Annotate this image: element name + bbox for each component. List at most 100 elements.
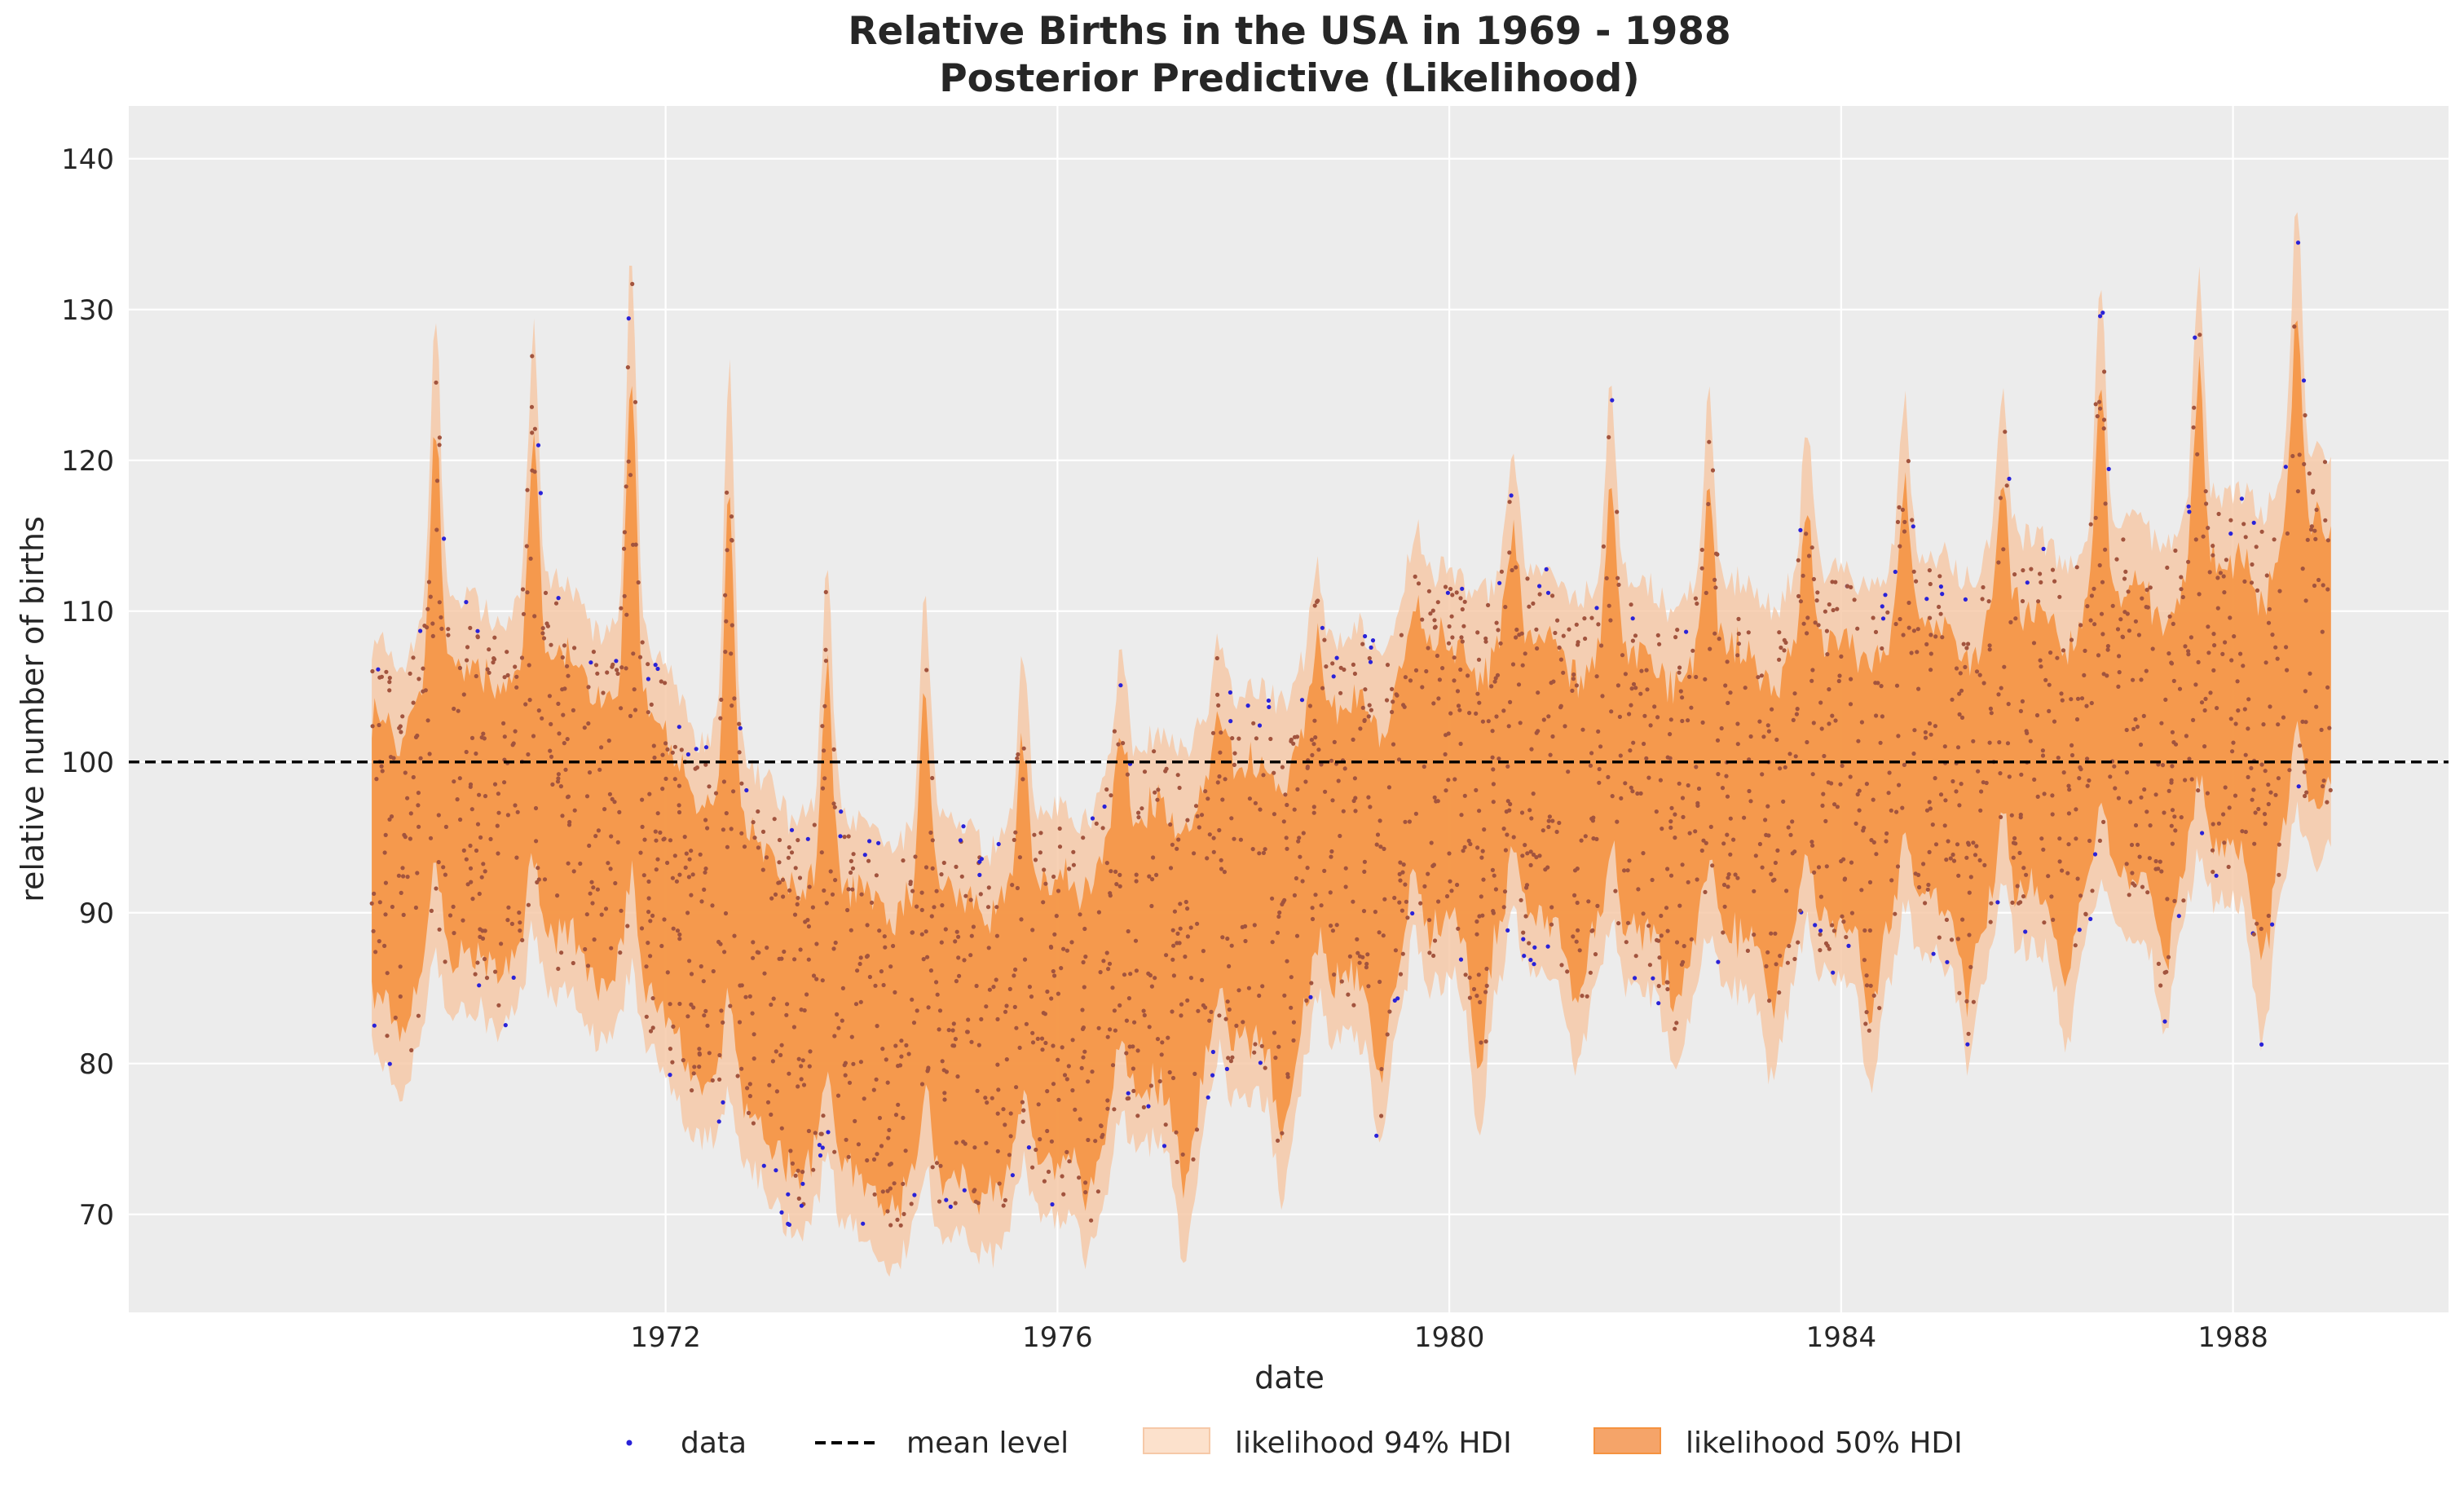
data-point (1360, 705, 1365, 710)
data-point (1677, 670, 1682, 675)
data-point (1308, 994, 1313, 999)
data-point (1811, 721, 1816, 725)
data-point (437, 927, 442, 932)
data-point (911, 1021, 917, 1025)
data-point (1816, 623, 1821, 628)
data-point (1912, 728, 1917, 733)
data-point (475, 634, 480, 639)
data-point (1818, 932, 1823, 937)
data-point (376, 667, 381, 672)
data-point (671, 926, 676, 931)
data-point (865, 923, 870, 928)
data-point (1062, 1073, 1068, 1078)
data-point (1574, 622, 1579, 627)
data-point (1020, 1100, 1025, 1105)
data-point (1721, 841, 1726, 846)
data-point (648, 1029, 654, 1034)
data-point (1849, 584, 1854, 590)
data-point (1673, 635, 1678, 640)
data-point (1736, 631, 1741, 637)
data-point (1294, 933, 1300, 938)
data-point (1298, 854, 1303, 859)
data-point (786, 1192, 791, 1197)
data-point (1999, 686, 2003, 690)
data-point (2077, 928, 2082, 933)
data-point (511, 975, 516, 980)
data-point (1467, 711, 1472, 716)
data-point (1757, 841, 1762, 847)
data-point (672, 777, 677, 782)
data-point (729, 651, 734, 656)
data-point (913, 854, 918, 859)
data-point (846, 1154, 851, 1159)
data-point (2316, 577, 2321, 583)
data-point (1185, 934, 1190, 939)
data-point (1889, 808, 1893, 813)
data-point (1397, 871, 1402, 876)
data-point (416, 1013, 421, 1018)
data-point (1205, 856, 1210, 861)
data-point (2019, 772, 2024, 777)
data-point (624, 612, 629, 617)
data-point (1846, 943, 1851, 948)
data-point (1818, 894, 1823, 899)
data-point (2041, 847, 2046, 852)
data-point (1689, 705, 1694, 710)
data-point (1589, 928, 1594, 933)
data-point (1527, 941, 1532, 946)
data-point (1054, 914, 1059, 919)
data-point (1615, 575, 1620, 580)
data-point (2131, 881, 2136, 886)
data-point (644, 964, 649, 969)
data-point (1305, 765, 1310, 769)
data-point (1531, 792, 1536, 796)
data-point (586, 721, 591, 726)
data-point (1777, 990, 1782, 995)
data-point (1523, 914, 1528, 919)
data-point (1282, 993, 1287, 998)
data-point (1126, 1096, 1131, 1100)
data-point (1974, 669, 1980, 674)
data-point (560, 814, 565, 818)
data-point (1309, 738, 1314, 743)
data-point (950, 1043, 955, 1048)
y-tick-label: 130 (61, 294, 114, 327)
data-point (1289, 1005, 1294, 1010)
data-point (1930, 822, 1935, 827)
data-point (1854, 821, 1858, 827)
data-point (451, 904, 456, 909)
data-point (1893, 911, 1898, 916)
data-point (694, 765, 700, 770)
data-point (1351, 1003, 1356, 1008)
data-point (2158, 983, 2163, 988)
data-point (2092, 586, 2096, 591)
data-point (685, 911, 690, 915)
data-point (1483, 636, 1488, 641)
data-point (1124, 1018, 1129, 1023)
data-point (1700, 720, 1705, 725)
data-point (789, 827, 795, 832)
data-point (1544, 567, 1549, 572)
data-point (1466, 673, 1470, 678)
data-point (1480, 719, 1485, 724)
data-point (1112, 729, 1117, 734)
data-point (1531, 852, 1536, 858)
data-point (901, 1181, 906, 1186)
data-point (2303, 598, 2308, 603)
data-point (1809, 545, 1814, 550)
data-point (1873, 681, 1878, 686)
data-point (484, 976, 490, 981)
data-point (1113, 869, 1118, 874)
data-point (1201, 949, 1206, 954)
data-point (411, 655, 416, 660)
data-point (1276, 1138, 1280, 1143)
data-point (1604, 575, 1609, 581)
data-point (2196, 788, 2201, 793)
data-point (732, 933, 737, 938)
data-point (941, 1068, 946, 1073)
data-point (1051, 1043, 1056, 1048)
data-point (777, 860, 782, 865)
data-point (437, 600, 442, 605)
data-point (1971, 739, 1976, 743)
data-point (1418, 901, 1423, 906)
